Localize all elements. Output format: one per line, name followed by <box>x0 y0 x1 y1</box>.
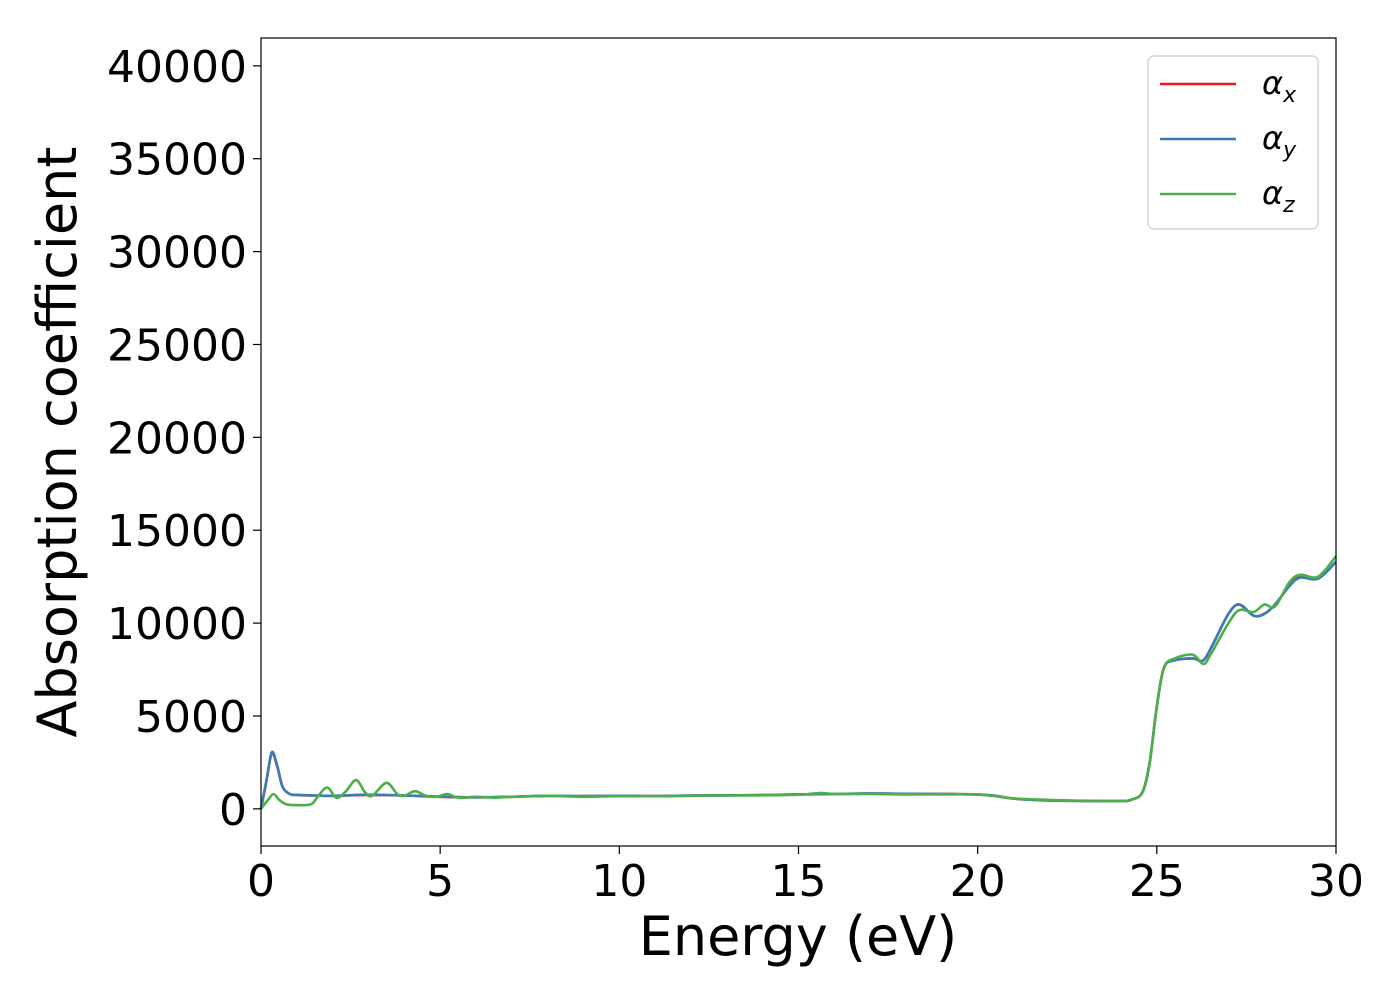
x-axis: 0 5 10 15 20 25 30 <box>247 846 1364 907</box>
y-tick-label: 5000 <box>135 692 247 743</box>
x-tick-label: 30 <box>1308 856 1364 907</box>
x-tick-label: 10 <box>591 856 647 907</box>
y-tick-label: 25000 <box>107 320 247 371</box>
y-tick-label: 15000 <box>107 506 247 557</box>
y-axis: 0 5000 10000 15000 20000 25000 30000 35000 40000 <box>107 42 261 836</box>
legend: αx αy αz <box>1147 55 1319 230</box>
x-tick-label: 0 <box>247 856 275 907</box>
y-axis-title: Absorption coefficient <box>26 147 89 738</box>
x-tick-label: 20 <box>950 856 1006 907</box>
x-tick-label: 25 <box>1129 856 1185 907</box>
legend-label-z: αz <box>1262 174 1295 218</box>
series-layer <box>259 555 1338 810</box>
y-tick-label: 30000 <box>107 228 247 279</box>
legend-box <box>1147 55 1319 230</box>
x-tick-label: 15 <box>771 856 827 907</box>
series-line-z <box>259 555 1338 810</box>
y-tick-label: 40000 <box>107 42 247 93</box>
x-axis-title: Energy (eV) <box>639 905 958 968</box>
legend-label-y: αy <box>1262 119 1297 163</box>
y-tick-label: 20000 <box>107 413 247 464</box>
series-line-x <box>259 560 1337 810</box>
y-tick-label: 0 <box>219 785 247 836</box>
legend-label-x: αx <box>1262 64 1297 108</box>
y-tick-label: 35000 <box>107 135 247 186</box>
series-line-y <box>259 560 1337 810</box>
y-tick-label: 10000 <box>107 599 247 650</box>
x-tick-label: 5 <box>426 856 454 907</box>
